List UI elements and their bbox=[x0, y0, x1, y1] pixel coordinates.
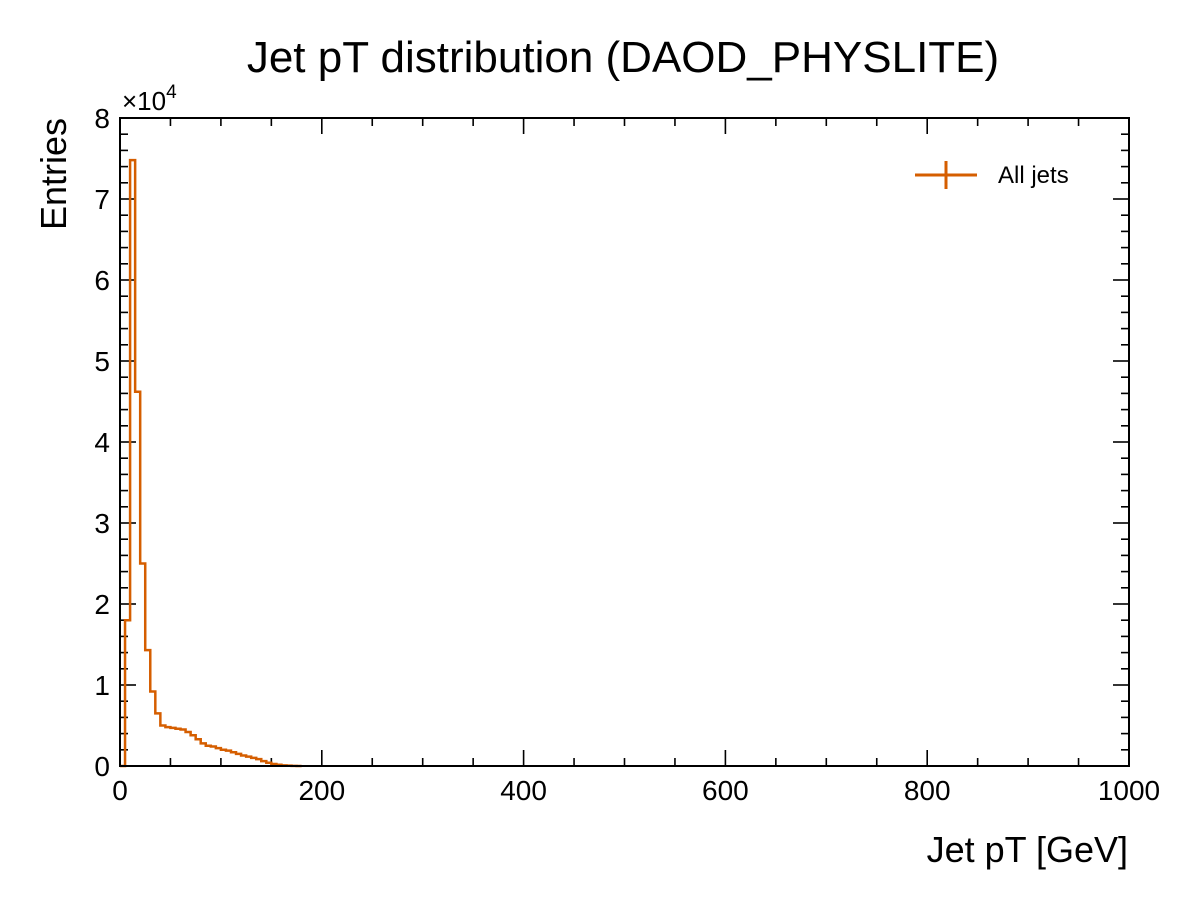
y-multiplier-exponent: 4 bbox=[166, 82, 177, 103]
x-tick-label: 600 bbox=[702, 775, 749, 806]
y-tick-label: 2 bbox=[94, 589, 110, 620]
x-ticks bbox=[119, 118, 1130, 766]
y-tick-label: 3 bbox=[94, 508, 110, 539]
x-tick-label: 1000 bbox=[1098, 775, 1160, 806]
chart-title: Jet pT distribution (DAOD_PHYSLITE) bbox=[247, 33, 999, 82]
y-tick-label: 6 bbox=[94, 265, 110, 296]
legend: All jets bbox=[915, 161, 1069, 189]
x-tick-label: 800 bbox=[904, 775, 951, 806]
x-tick-label: 200 bbox=[298, 775, 345, 806]
y-tick-labels: 0 1 2 3 4 5 6 7 8 bbox=[94, 103, 110, 782]
y-axis-multiplier: ×104 bbox=[122, 82, 177, 116]
plot-frame bbox=[119, 117, 1130, 767]
y-tick-label: 4 bbox=[94, 427, 110, 458]
y-axis-label: Entries bbox=[33, 118, 74, 230]
legend-label-all-jets: All jets bbox=[998, 162, 1069, 189]
y-tick-label: 7 bbox=[94, 184, 110, 215]
x-tick-label: 400 bbox=[500, 775, 547, 806]
y-tick-label: 8 bbox=[94, 103, 110, 134]
y-tick-label: 0 bbox=[94, 751, 110, 782]
y-tick-label: 5 bbox=[94, 346, 110, 377]
y-multiplier-base: ×10 bbox=[122, 86, 166, 116]
y-ticks bbox=[120, 117, 1129, 767]
histogram-series-all-jets bbox=[120, 158, 302, 768]
x-axis-label: Jet pT [GeV] bbox=[927, 829, 1128, 870]
y-tick-label: 1 bbox=[94, 670, 110, 701]
x-tick-label: 0 bbox=[112, 775, 128, 806]
x-tick-labels: 0 200 400 600 800 1000 bbox=[112, 775, 1160, 806]
